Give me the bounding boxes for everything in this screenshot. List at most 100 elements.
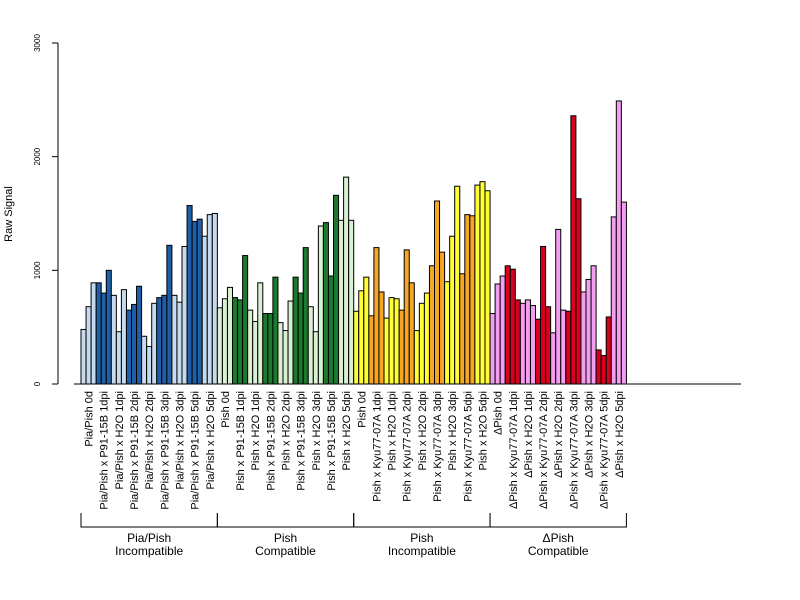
bar — [439, 251, 446, 385]
bar — [499, 275, 506, 385]
bar — [524, 299, 531, 385]
x-tick-label: ΔPish x H2O 5dpi — [614, 391, 626, 478]
bar — [211, 213, 218, 385]
bar — [171, 294, 178, 385]
bar — [545, 306, 552, 385]
bar — [590, 265, 597, 385]
bar — [226, 286, 233, 385]
group-label: Pia/Pish — [127, 531, 171, 545]
group-sublabel: Compatible — [528, 544, 589, 558]
bar — [307, 306, 314, 385]
bar — [388, 297, 395, 385]
bar — [580, 291, 587, 385]
bar — [95, 282, 102, 385]
group-sublabel: Incompatible — [388, 544, 456, 558]
y-tick-label: 0 — [33, 381, 42, 386]
x-tick-label: ΔPish x Kyu77-07A 5dpi — [599, 391, 611, 509]
bar — [398, 309, 405, 385]
bar — [585, 278, 592, 385]
bar — [363, 276, 370, 385]
x-tick-label: Pia/Pish x P91-15B 2dpi — [129, 391, 141, 510]
bar — [358, 290, 365, 385]
bar — [100, 292, 107, 385]
bar — [156, 297, 163, 385]
x-tick-label: Pia/Pish x P91-15B 1dpi — [99, 391, 111, 510]
bar — [151, 302, 158, 385]
x-tick-label: ΔPish x Kyu77-07A 3dpi — [568, 391, 580, 509]
bar — [221, 298, 228, 385]
x-tick-label: Pia/Pish 0d — [84, 391, 96, 447]
x-tick-label: Pish x H2O 3dpi — [311, 391, 323, 470]
bar — [125, 309, 132, 385]
bar — [393, 298, 400, 385]
bar — [80, 328, 87, 385]
bar — [115, 331, 122, 385]
bar — [247, 309, 254, 385]
x-tick-label: Pia/Pish x P91-15B 3dpi — [159, 391, 171, 510]
bars — [80, 100, 627, 385]
bar — [327, 275, 335, 385]
group-bracket — [489, 513, 627, 528]
bar — [459, 273, 466, 385]
bar — [110, 294, 117, 385]
bar — [161, 294, 168, 385]
bar — [570, 115, 577, 385]
bar — [479, 181, 486, 385]
x-tick-label: Pish 0d — [220, 391, 232, 428]
x-tick-label: Pia/Pish x P91-15B 5dpi — [190, 391, 202, 510]
bar — [514, 299, 521, 385]
bar — [287, 300, 294, 385]
bar — [575, 198, 582, 385]
bar — [252, 320, 259, 385]
group-label: Pish — [274, 531, 297, 545]
x-tick-label: Pish x H2O 2dpi — [417, 391, 429, 470]
y-axis: 0 1000 2000 3000 — [33, 34, 59, 386]
bar — [353, 310, 360, 385]
bar — [267, 313, 274, 385]
y-tick-label: 1000 — [33, 261, 42, 279]
bar — [474, 184, 481, 385]
bar — [373, 247, 380, 385]
x-tick-label: Pia/Pish x H2O 5dpi — [205, 391, 217, 489]
bar — [120, 289, 127, 385]
bar — [454, 185, 461, 385]
bar — [338, 219, 345, 385]
bar — [408, 282, 415, 385]
bar — [519, 302, 526, 385]
bar — [484, 190, 491, 385]
bar — [489, 313, 496, 385]
bar — [176, 301, 183, 385]
bar — [535, 318, 542, 385]
y-tick-label: 2000 — [33, 147, 42, 165]
bar — [469, 215, 476, 385]
x-tick-label: Pish x P91-15B 2dpi — [265, 391, 277, 491]
bar — [378, 291, 385, 385]
bar — [333, 194, 340, 385]
bar — [560, 309, 567, 385]
bar — [620, 201, 627, 385]
bar — [403, 249, 410, 385]
bar — [565, 310, 572, 385]
bar — [605, 316, 612, 385]
bar — [444, 281, 451, 385]
bar — [348, 219, 355, 385]
group-label: Pish — [410, 531, 433, 545]
bar — [302, 247, 309, 385]
bar — [191, 220, 198, 385]
bar — [509, 268, 516, 385]
bar — [232, 297, 239, 385]
bar — [312, 331, 319, 385]
group-sublabel: Incompatible — [115, 544, 183, 558]
bar — [529, 305, 537, 385]
bar — [600, 355, 607, 385]
bar — [105, 269, 112, 385]
bar — [85, 306, 92, 385]
x-tick-label: ΔPish x H2O 2dpi — [553, 391, 565, 478]
bar — [136, 285, 143, 385]
bar — [449, 235, 456, 385]
x-tick-label: Pish x H2O 2dpi — [281, 391, 293, 470]
x-tick-label: Pia/Pish x H2O 2dpi — [144, 391, 156, 489]
bar — [282, 330, 289, 385]
group-bracket — [80, 513, 218, 528]
bar — [272, 276, 279, 385]
